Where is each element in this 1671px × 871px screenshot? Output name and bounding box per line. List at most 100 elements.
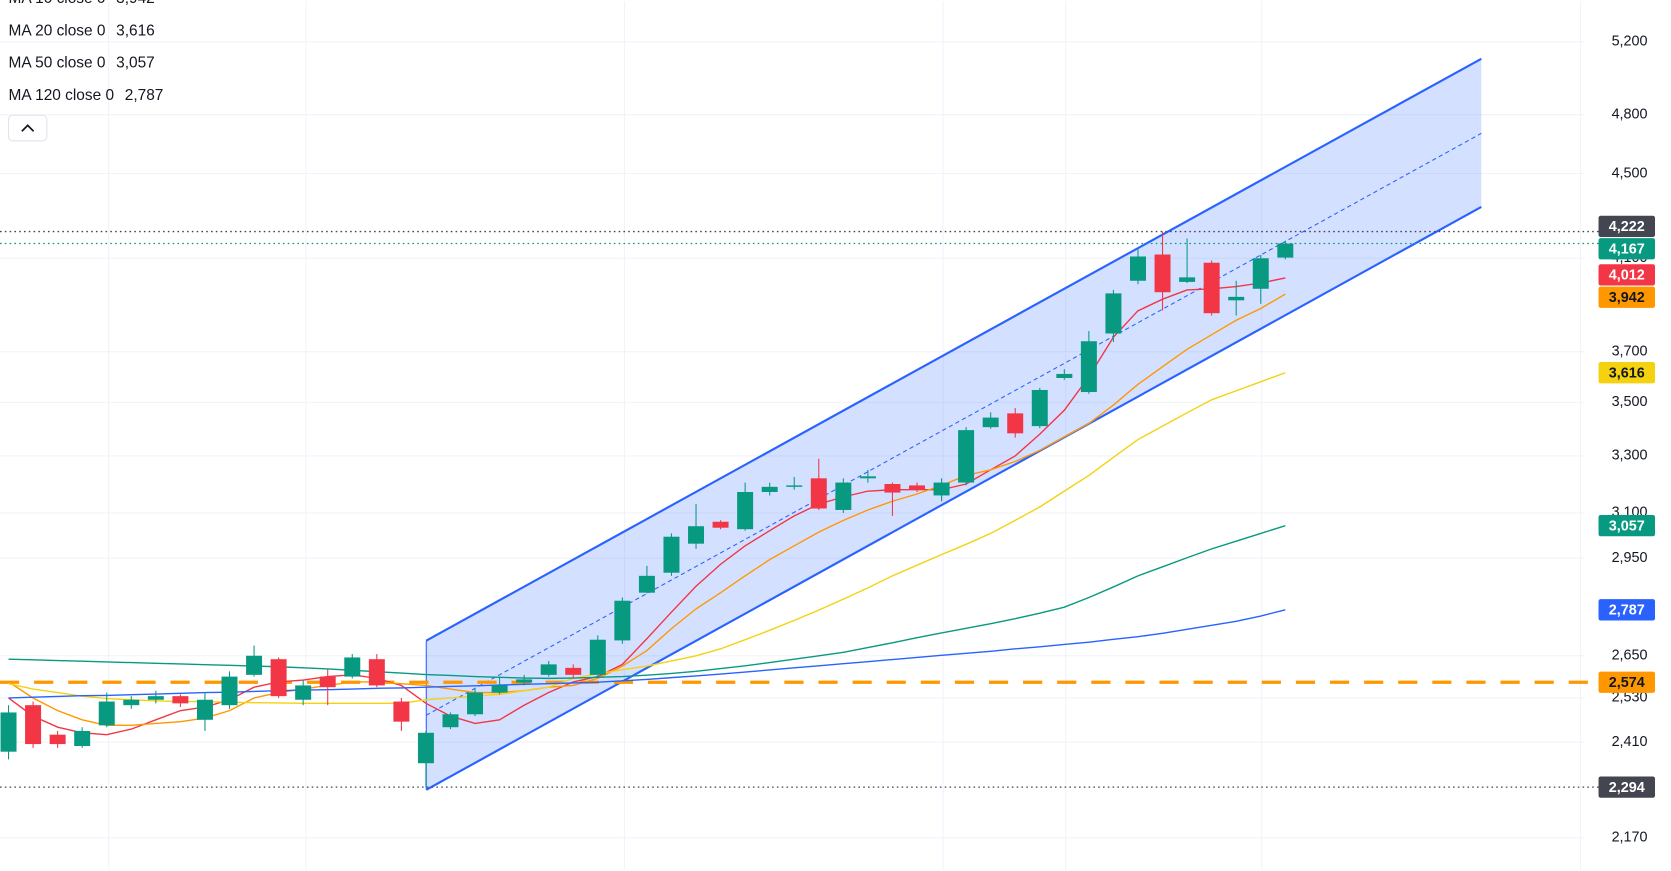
candle-body <box>1228 296 1245 301</box>
candle-body <box>74 730 91 746</box>
candle-body <box>737 491 754 530</box>
grid-layer <box>0 1 1585 870</box>
candle-body <box>1129 256 1146 281</box>
moving-average-line <box>8 372 1286 705</box>
candle-body <box>123 699 140 706</box>
y-tick-label: 2,410 <box>1612 734 1648 750</box>
candle-body <box>0 712 17 752</box>
price-badge <box>1598 215 1656 238</box>
price-lines-layer <box>0 230 1599 788</box>
y-tick-label: 3,700 <box>1612 344 1648 360</box>
candle-body <box>761 486 778 492</box>
candle-body <box>295 685 312 700</box>
candle-body <box>393 701 410 722</box>
price-badge-label: 3,616 <box>1609 366 1645 382</box>
candle-body <box>1154 254 1171 293</box>
price-badge <box>1598 514 1656 537</box>
candle-body <box>688 526 705 544</box>
candle-body <box>982 417 999 428</box>
candles-layer <box>0 231 1294 788</box>
y-tick-label: 3,300 <box>1612 448 1648 464</box>
legend-name: MA 50 close 0 <box>9 55 106 72</box>
moving-average-line <box>8 524 1286 680</box>
candle-body <box>319 676 336 688</box>
channel-fill <box>426 58 1482 790</box>
candle-body <box>516 679 533 683</box>
price-badge-label: 2,787 <box>1609 603 1645 619</box>
channel-lower-line <box>425 205 1482 791</box>
legend-value: 3,057 <box>116 55 155 72</box>
candle-body <box>1056 373 1073 378</box>
y-tick-label: 4,500 <box>1612 165 1648 181</box>
price-badge-label: 3,057 <box>1609 518 1645 534</box>
price-badge <box>1598 238 1656 260</box>
price-badge <box>1598 671 1656 693</box>
candle-body <box>1203 262 1220 314</box>
price-badge-label: 4,012 <box>1609 268 1645 284</box>
legend-value: 2,787 <box>125 87 164 104</box>
candle-body <box>933 482 950 496</box>
candle-body <box>638 575 655 593</box>
moving-average-line <box>8 293 1286 727</box>
legend-name: MA 120 close 0 <box>9 87 115 104</box>
parallel-channel[interactable] <box>425 57 1482 791</box>
candle-body <box>25 705 42 745</box>
candle-body <box>786 485 803 487</box>
candle-body <box>467 692 484 715</box>
candle-body <box>835 482 852 510</box>
price-badge <box>1598 599 1656 621</box>
moving-average-line <box>8 609 1286 699</box>
price-badge-label: 4,167 <box>1609 242 1645 258</box>
candle-body <box>491 685 508 693</box>
candle-body <box>1031 389 1048 427</box>
candle-body <box>221 676 238 706</box>
candle-body <box>540 664 557 675</box>
legend-value: 3,616 <box>116 22 155 39</box>
price-badge <box>1598 286 1656 308</box>
y-tick-label: 2,170 <box>1612 830 1648 846</box>
candle-body <box>98 701 115 726</box>
candle-body <box>344 657 361 677</box>
candle-body <box>147 696 164 700</box>
price-axis: 5,2004,8004,5004,1003,7003,5003,3003,100… <box>1598 34 1656 846</box>
candle-body <box>1179 277 1196 282</box>
candle-body <box>442 714 459 728</box>
y-tick-label: 4,800 <box>1612 107 1648 123</box>
candle-body <box>884 483 901 493</box>
chevron-up-icon <box>21 124 35 132</box>
collapse-legend-button[interactable] <box>7 114 48 142</box>
price-badge-label: 2,574 <box>1609 675 1645 691</box>
candle-body <box>172 696 189 704</box>
candle-body <box>614 600 631 641</box>
price-badge <box>1598 362 1656 384</box>
legend-name: MA 20 close 0 <box>9 22 106 39</box>
candle-body <box>663 536 680 573</box>
price-badge <box>1598 776 1656 798</box>
price-badge-label: 4,222 <box>1609 219 1645 235</box>
candle-body <box>712 521 729 528</box>
button-frame <box>7 114 48 142</box>
candle-body <box>196 699 213 720</box>
price-badge-label: 3,942 <box>1609 290 1645 306</box>
y-tick-label: 2,650 <box>1612 648 1648 664</box>
legend-name: MA 10 close 0 <box>9 0 106 7</box>
y-tick-label: 2,530 <box>1612 690 1648 706</box>
candle-body <box>1105 293 1122 334</box>
candle-body <box>1252 258 1269 289</box>
candle-body <box>49 734 66 745</box>
candle-body <box>958 430 975 483</box>
moving-averages-layer <box>8 277 1286 736</box>
candle-body <box>246 655 263 675</box>
y-tick-label: 5,200 <box>1612 34 1648 50</box>
y-tick-label: 3,500 <box>1612 394 1648 410</box>
candle-body <box>810 478 827 509</box>
candle-body <box>368 659 385 686</box>
candle-body <box>859 476 876 479</box>
y-tick-label: 2,950 <box>1612 550 1648 566</box>
candle-body <box>270 659 287 697</box>
candle-body <box>1007 413 1024 434</box>
candle-body <box>589 639 606 675</box>
legend: MA 10 close 0 3,942 MA 20 close 0 3,616 MA 5… <box>9 0 164 104</box>
candle-body <box>909 485 925 490</box>
